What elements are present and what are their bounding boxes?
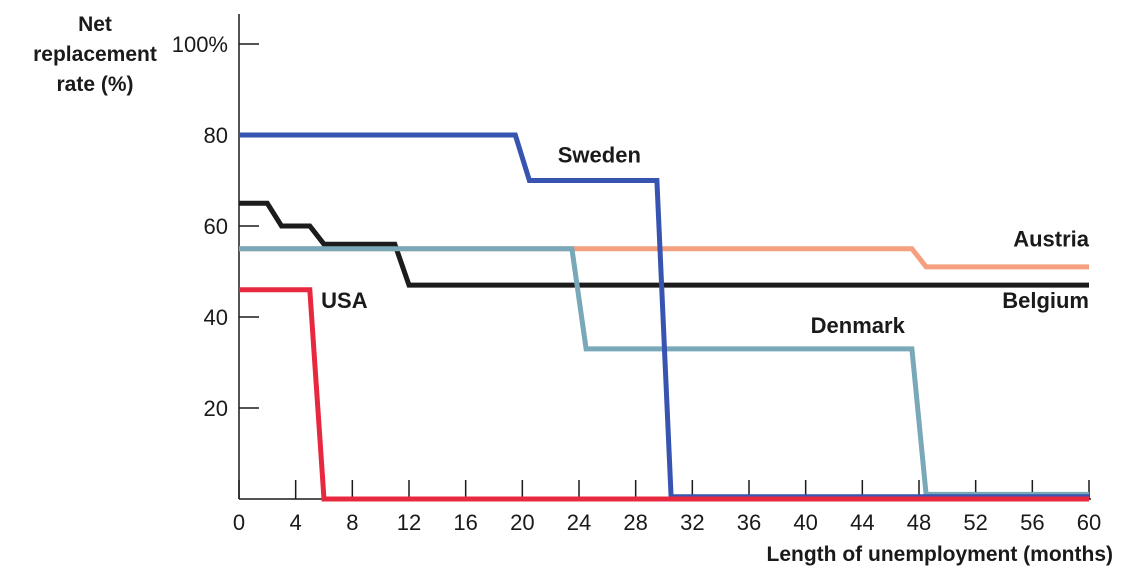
series-line-belgium: [239, 200, 1089, 288]
series-line-usa: [239, 287, 1089, 502]
y-axis-title-line: replacement: [33, 43, 157, 66]
y-tick-label: 60: [204, 214, 228, 239]
x-tick-label: 4: [290, 510, 302, 535]
x-tick-label: 8: [346, 510, 358, 535]
x-tick-label: 32: [680, 510, 704, 535]
x-tick-label: 36: [737, 510, 761, 535]
series-label-denmark: Denmark: [811, 313, 906, 338]
y-axis-title-line: Net: [78, 13, 112, 36]
x-tick-label: 40: [793, 510, 817, 535]
x-tick-label: 12: [397, 510, 421, 535]
series-label-sweden: Sweden: [558, 142, 641, 167]
x-tick-label: 48: [907, 510, 931, 535]
series-label-belgium: Belgium: [1002, 288, 1089, 313]
y-tick-label: 100%: [172, 32, 228, 57]
y-tick-label: 20: [204, 396, 228, 421]
series-label-usa: USA: [321, 288, 368, 313]
y-tick-label: 80: [204, 123, 228, 148]
x-axis: 0 4 8 12 16 20 24 28 32 36 40 44 48 52 56 60: [233, 480, 1101, 535]
y-tick-label: 40: [204, 305, 228, 330]
x-tick-label: 0: [233, 510, 245, 535]
series-lines: [239, 132, 1089, 502]
x-tick-label: 28: [623, 510, 647, 535]
x-tick-label: 20: [510, 510, 534, 535]
y-axis-title: Net replacement rate (%): [33, 13, 157, 96]
series-line-austria: [239, 246, 1089, 270]
x-tick-label: 56: [1020, 510, 1044, 535]
x-tick-label: 24: [567, 510, 591, 535]
x-tick-label: 52: [963, 510, 987, 535]
x-tick-label: 16: [453, 510, 477, 535]
x-tick-label: 60: [1077, 510, 1101, 535]
y-axis-title-line: rate (%): [56, 73, 133, 96]
series-line-sweden: [239, 132, 1089, 500]
series-labels: Sweden Austria Belgium Denmark USA: [321, 142, 1090, 338]
x-tick-label: 44: [850, 510, 874, 535]
x-axis-title: Length of unemployment (months): [767, 543, 1113, 566]
series-label-austria: Austria: [1013, 226, 1090, 251]
y-axis: 20 40 60 80 100%: [172, 14, 259, 499]
